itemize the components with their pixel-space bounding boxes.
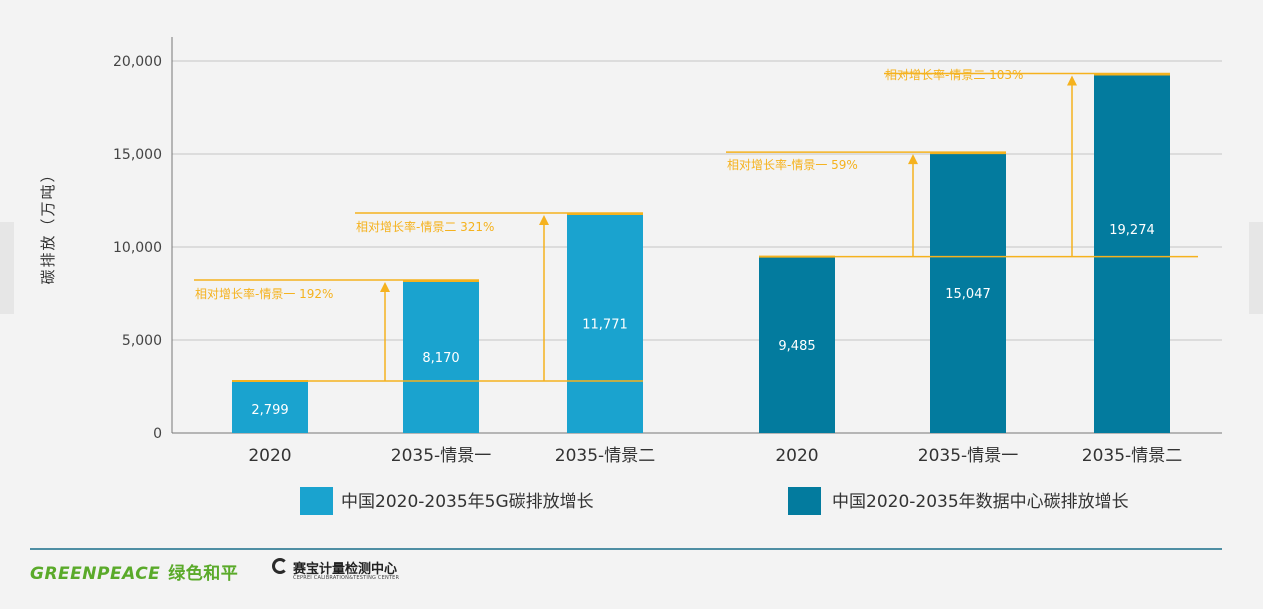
bar	[1094, 74, 1170, 433]
x-tick-label: 2035-情景一	[391, 446, 491, 466]
bar-value-label: 2,799	[251, 403, 288, 418]
bar	[930, 153, 1006, 433]
bar-value-label: 11,771	[582, 318, 628, 333]
bar	[567, 214, 643, 433]
x-tick-label: 2035-情景二	[555, 446, 655, 466]
legend-label: 中国2020-2035年数据中心碳排放增长	[832, 492, 1129, 512]
carbon-emission-bar-chart: 0 5,000 10,000 15,000 20,000 碳排放（万吨） 2,799 2020…	[39, 37, 1222, 515]
ceprei-logo-cn: 赛宝计量检测中心	[293, 562, 398, 577]
y-tick-label: 5,000	[122, 333, 162, 349]
legend-swatch	[300, 487, 333, 515]
greenpeace-logo-en: GREENPEACE	[30, 564, 161, 584]
growth-annotation-label: 相对增长率-情景二 103%	[885, 67, 1023, 82]
y-tick-label: 10,000	[113, 240, 162, 256]
left-edge-tab	[0, 222, 14, 314]
growth-arrow-head	[908, 154, 918, 165]
greenpeace-logo: GREENPEACE 绿色和平	[30, 559, 238, 584]
bar-value-label: 19,274	[1109, 223, 1155, 238]
x-tick-label: 2020	[775, 446, 818, 466]
bar	[759, 256, 835, 433]
growth-arrow-head	[380, 282, 390, 293]
bar	[403, 281, 479, 433]
ceprei-logo-en: CEPREI CALIBRATION&TESTING CENTER	[293, 575, 400, 581]
y-tick-label: 15,000	[113, 147, 162, 163]
growth-arrow-head	[539, 215, 549, 226]
y-tick-label: 20,000	[113, 54, 162, 70]
growth-annotation-label: 相对增长率-情景二 321%	[356, 219, 494, 234]
ceprei-mark-icon	[272, 558, 288, 574]
x-tick-label: 2035-情景一	[918, 446, 1018, 466]
growth-annotation-label: 相对增长率-情景一 192%	[195, 286, 333, 301]
ceprei-logo: 赛宝计量检测中心 CEPREI CALIBRATION&TESTING CENT…	[272, 556, 412, 586]
footer-rule	[30, 548, 1222, 550]
legend-label: 中国2020-2035年5G碳排放增长	[341, 492, 594, 512]
right-edge-tab	[1249, 222, 1263, 314]
x-tick-label: 2020	[248, 446, 291, 466]
x-tick-label: 2035-情景二	[1082, 446, 1182, 466]
legend-swatch	[788, 487, 821, 515]
y-axis-title: 碳排放（万吨）	[39, 165, 57, 284]
bar-value-label: 15,047	[945, 287, 991, 302]
bar-value-label: 8,170	[422, 351, 459, 366]
growth-arrow-head	[1067, 75, 1077, 86]
growth-annotation-label: 相对增长率-情景一 59%	[727, 157, 858, 172]
greenpeace-logo-cn: 绿色和平	[168, 564, 239, 584]
bar	[232, 380, 308, 433]
y-tick-label: 0	[153, 426, 162, 442]
bar-value-label: 9,485	[778, 339, 815, 354]
